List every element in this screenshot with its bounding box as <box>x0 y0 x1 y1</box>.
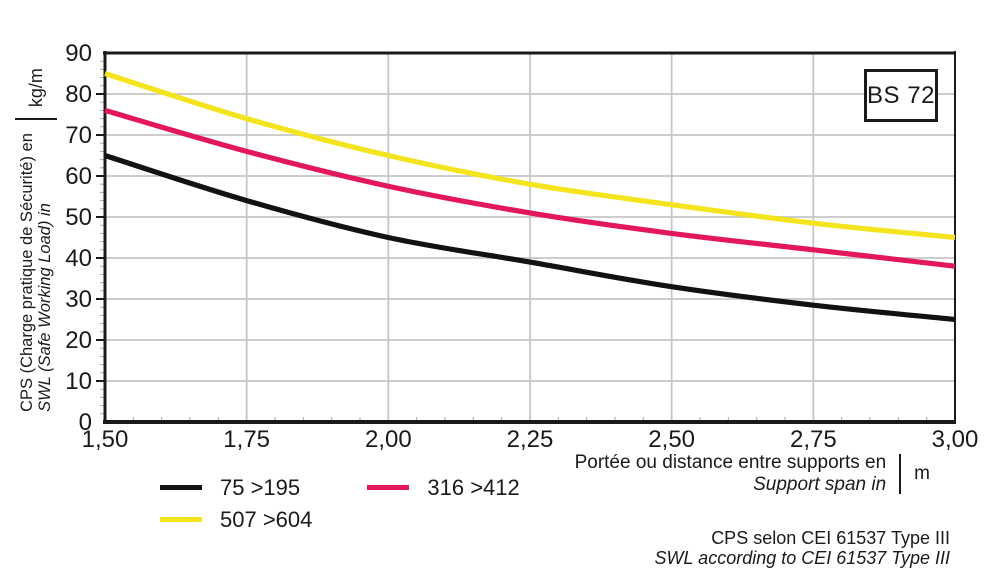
x-axis-title-fr: Portée ou distance entre supports en <box>574 452 887 473</box>
y-tick-label: 40 <box>65 245 92 272</box>
footer-note-en: SWL according to CEI 61537 Type III <box>654 547 951 568</box>
x-tick-label: 2,25 <box>507 426 554 453</box>
x-tick-label: 1,50 <box>82 426 129 453</box>
legend-label: 75 >195 <box>220 474 301 500</box>
product-badge: BS 72 <box>864 69 938 122</box>
y-tick-label: 60 <box>65 163 92 190</box>
series-curve-75-195 <box>104 153 956 323</box>
footer-note-fr: CPS selon CEI 61537 Type III <box>711 528 950 548</box>
y-axis-title-text: CPS (Charge pratique de Sécurité) en SWL… <box>18 133 54 412</box>
legend-item: 75 >195 <box>160 474 312 500</box>
x-tick-label: 2,75 <box>790 426 837 453</box>
y-axis-title-en: SWL (Safe Working Load) in <box>36 203 54 412</box>
legend-swatch <box>160 517 202 522</box>
legend-swatch <box>367 485 410 490</box>
y-tick-label: 30 <box>65 286 92 313</box>
x-axis-unit: m <box>914 463 930 484</box>
legend-swatch <box>160 485 202 490</box>
y-axis-unit-divider <box>15 118 57 121</box>
x-axis-title-text: Portée ou distance entre supports en Sup… <box>575 452 887 496</box>
legend-item: 507 >604 <box>160 506 313 532</box>
y-tick-label: 90 <box>65 40 92 67</box>
x-tick-label: 1,75 <box>223 426 270 453</box>
x-axis-title-en: Support span in <box>753 474 887 495</box>
footer-note: CPS selon CEI 61537 Type III SWL accordi… <box>654 528 951 568</box>
y-axis-title: CPS (Charge pratique de Sécurité) en SWL… <box>0 68 76 412</box>
series-curve-316-412 <box>104 107 956 269</box>
y-tick-label: 0 <box>79 409 92 436</box>
y-tick-label: 10 <box>65 368 92 395</box>
y-axis-title-fr: CPS (Charge pratique de Sécurité) en <box>18 133 36 412</box>
y-tick-label: 80 <box>65 81 92 108</box>
x-axis-title: Portée ou distance entre supports en Sup… <box>575 452 930 496</box>
legend-item: 316 >412 <box>367 474 520 500</box>
y-tick-label: 20 <box>65 327 92 354</box>
legend-label: 316 >412 <box>427 474 520 500</box>
x-tick-label: 3,00 <box>932 426 979 453</box>
y-tick-label: 70 <box>65 122 92 149</box>
series-curve-507-604 <box>104 71 956 241</box>
y-axis-unit: kg/m <box>25 68 46 108</box>
x-tick-label: 2,50 <box>648 426 695 453</box>
legend-label: 507 >604 <box>220 506 313 532</box>
x-axis-unit-divider <box>899 454 902 494</box>
legend: 75 >195 316 >412 507 >604 <box>160 474 520 532</box>
y-tick-label: 50 <box>65 204 92 231</box>
x-tick-label: 2,00 <box>365 426 412 453</box>
